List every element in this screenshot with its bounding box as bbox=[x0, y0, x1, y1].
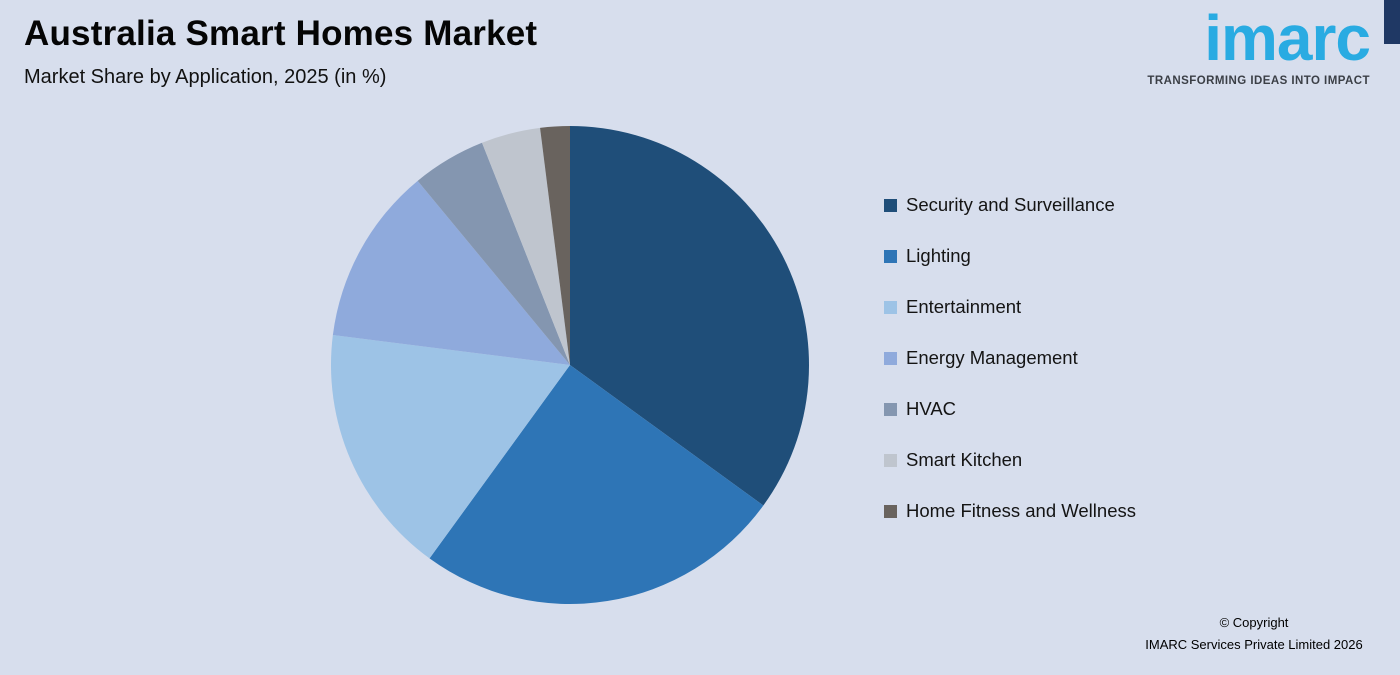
imarc-wordmark: imarc bbox=[1204, 2, 1371, 74]
legend-label: Home Fitness and Wellness bbox=[906, 500, 1136, 521]
pie-slice-hvac bbox=[417, 142, 570, 365]
legend-item-security-and-surveillance: Security and Surveillance bbox=[884, 194, 1136, 216]
page-title: Australia Smart Homes Market bbox=[24, 14, 538, 53]
pie-slice-entertainment bbox=[330, 335, 570, 559]
legend-item-smart-kitchen: Smart Kitchen bbox=[884, 449, 1136, 471]
legend-swatch bbox=[884, 504, 897, 518]
legend-label: Lighting bbox=[906, 245, 971, 266]
legend: Security and Surveillance Lighting Enterta… bbox=[884, 194, 1136, 522]
legend-swatch bbox=[884, 402, 897, 416]
chart-header: Australia Smart Homes Market Market Shar… bbox=[24, 14, 537, 89]
legend-item-lighting: Lighting bbox=[884, 245, 1136, 267]
page-subtitle: Market Share by Application, 2025 (in %) bbox=[24, 66, 387, 88]
imarc-logo: imarc TRANSFORMING IDEAS INTO IMPACT bbox=[1147, 2, 1371, 88]
legend-swatch bbox=[884, 351, 897, 365]
legend-swatch bbox=[884, 300, 897, 314]
legend-item-energy-management: Energy Management bbox=[884, 347, 1136, 369]
legend-swatch bbox=[884, 198, 897, 212]
pie-slice-lighting bbox=[429, 365, 764, 605]
copyright: © Copyright IMARC Services Private Limit… bbox=[1124, 612, 1384, 656]
corner-accent bbox=[1384, 0, 1400, 44]
legend-swatch bbox=[884, 453, 897, 467]
imarc-tagline: TRANSFORMING IDEAS INTO IMPACT bbox=[1147, 75, 1370, 87]
pie-slice-home-fitness-and-wellness bbox=[540, 126, 570, 365]
pie-slice-security-and-surveillance bbox=[570, 126, 810, 506]
pie-chart-svg bbox=[330, 126, 810, 605]
pie-slice-smart-kitchen bbox=[482, 127, 570, 365]
legend-label: HVAC bbox=[906, 398, 957, 419]
legend-label: Security and Surveillance bbox=[906, 194, 1115, 215]
legend-label: Entertainment bbox=[906, 296, 1022, 317]
legend-item-hvac: HVAC bbox=[884, 398, 1136, 420]
legend-swatch bbox=[884, 249, 897, 263]
legend-item-entertainment: Entertainment bbox=[884, 296, 1136, 318]
pie-slice-energy-management bbox=[332, 180, 570, 365]
legend-label: Smart Kitchen bbox=[906, 449, 1023, 470]
copyright-line1: © Copyright bbox=[1219, 615, 1289, 630]
pie-chart bbox=[330, 125, 810, 605]
legend-label: Energy Management bbox=[906, 347, 1078, 368]
legend-item-home-fitness-and-wellness: Home Fitness and Wellness bbox=[884, 500, 1136, 522]
copyright-line2: IMARC Services Private Limited 2026 bbox=[1145, 637, 1363, 653]
